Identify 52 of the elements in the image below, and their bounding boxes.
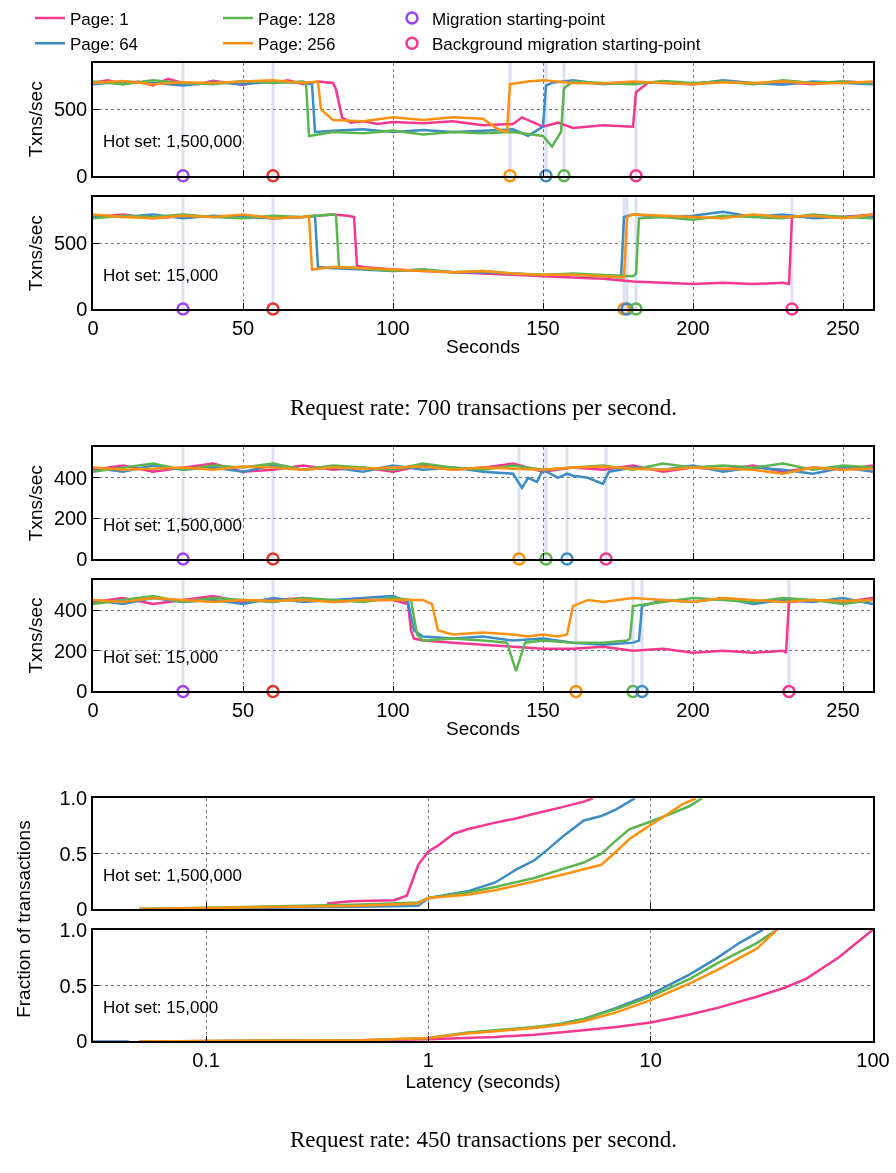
x-tick-label: 50 (231, 316, 255, 339)
x-tick-label: 200 (676, 699, 710, 722)
x-tick-label: 10 (639, 1049, 662, 1072)
y-tick-label: 0 (76, 298, 88, 321)
legend-label: Background migration starting-point (432, 34, 701, 54)
x-tick-label: 1 (422, 1049, 434, 1072)
annotation: Hot set: 15,000 (103, 648, 219, 667)
y-tick-label: 200 (53, 639, 88, 662)
y-tick-label: 0 (76, 548, 88, 571)
x-tick-label: 100 (856, 1049, 890, 1072)
y-tick-label: 200 (53, 507, 88, 530)
x-tick-label: 150 (526, 699, 560, 722)
y-tick-label: 1.0 (59, 787, 88, 810)
y-axis-title: Txns/sec (25, 81, 47, 158)
y-tick-label: 400 (53, 599, 88, 622)
legend-label: Page: 128 (258, 9, 336, 29)
y-tick-label: 500 (53, 232, 88, 255)
x-tick-label: 100 (376, 699, 410, 722)
y-tick-label: 0 (76, 1030, 88, 1053)
annotation: Hot set: 15,000 (103, 266, 219, 285)
legend-label: Page: 64 (70, 34, 139, 54)
x-axis-title: Latency (seconds) (405, 1071, 561, 1093)
y-tick-label: 0 (76, 164, 88, 187)
y-tick-label: 0 (76, 680, 88, 703)
annotation: Hot set: 1,500,000 (103, 132, 242, 151)
y-tick-label: 0.5 (59, 842, 88, 865)
x-tick-label: 100 (376, 316, 410, 339)
y-tick-label: 0 (76, 898, 88, 921)
y-axis-title: Txns/sec (25, 597, 47, 674)
x-tick-label: 0.1 (192, 1049, 220, 1072)
x-tick-label: 50 (231, 699, 255, 722)
x-tick-label: 250 (826, 699, 860, 722)
annotation: Hot set: 15,000 (103, 998, 219, 1017)
y-tick-label: 1.0 (59, 918, 88, 941)
x-tick-label: 250 (826, 316, 860, 339)
legend-label: Page: 1 (70, 9, 129, 29)
x-axis-title: Seconds (446, 718, 520, 740)
x-axis-title: Seconds (446, 336, 520, 358)
legend-label: Page: 256 (258, 34, 336, 54)
x-tick-label: 200 (676, 316, 710, 339)
text: Request rate: 450 transactions per second. (290, 1127, 678, 1152)
x-tick-label: 150 (526, 316, 560, 339)
y-axis-title: Fraction of transactions (13, 820, 35, 1018)
y-tick-label: 0.5 (59, 974, 88, 997)
text: Request rate: 700 transactions per second. (290, 395, 678, 420)
y-tick-label: 500 (53, 98, 88, 121)
annotation: Hot set: 1,500,000 (103, 516, 242, 535)
y-tick-label: 400 (53, 466, 88, 489)
annotation: Hot set: 1,500,000 (103, 866, 242, 885)
y-axis-title: Txns/sec (25, 215, 47, 292)
y-axis-title: Txns/sec (25, 465, 47, 542)
legend-label: Migration starting-point (432, 9, 606, 29)
